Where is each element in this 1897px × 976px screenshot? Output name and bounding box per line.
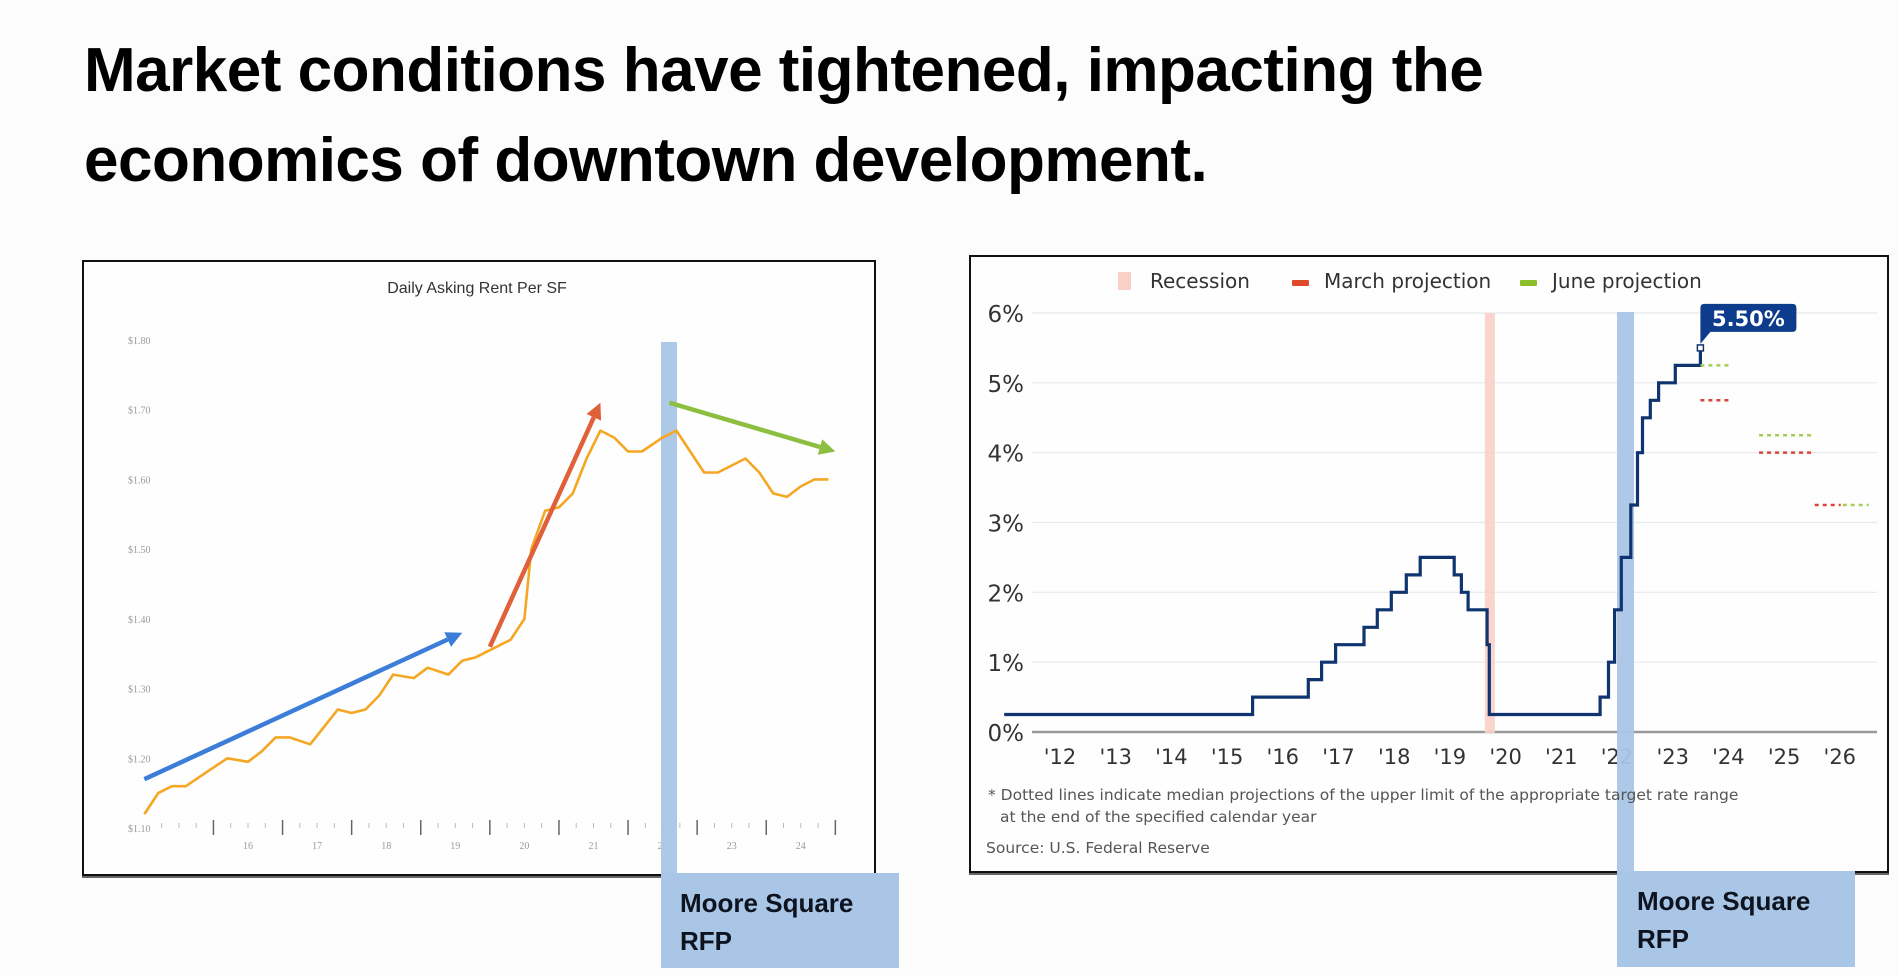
slide-title: Market conditions have tightened, impact… [84,26,1844,206]
rent-y-tick-label: $1.30 [128,685,151,696]
current-rate-callout: 5.50% [1700,303,1797,344]
current-rate-label: 5.50% [1712,307,1785,331]
trend-arrow-head-icon [444,632,463,647]
fed-x-tick-label: '15 [1211,745,1244,769]
rent-y-tick-label: $1.10 [128,824,151,835]
fed-x-tick-label: '14 [1155,745,1188,769]
legend-projection-swatch [1292,280,1309,286]
moore-square-label-left-line-1: Moore Square [680,888,854,918]
trend-arrow-shaft [487,416,596,648]
moore-square-callout-left [661,873,899,968]
legend-recession-swatch [1118,272,1131,290]
fed-chart-source: Source: U.S. Federal Reserve [986,839,1210,857]
fed-y-tick-label: 4% [988,442,1025,468]
legend-label: Recession [1150,269,1250,293]
fed-x-tick-label: '23 [1656,745,1689,769]
moore-square-band-left [661,342,677,873]
trend-arrow-head-icon [586,402,602,421]
fed-rate-end-marker [1696,344,1705,352]
slide-title-line-2: economics of downtown development. [84,126,1208,195]
rent-x-tick-label: 24 [796,841,806,852]
moore-square-label-left-line-2: RFP [680,926,732,956]
fed-x-tick-label: '21 [1545,745,1578,769]
fed-x-tick-label: '17 [1322,745,1355,769]
fed-y-tick-label: 3% [988,512,1025,538]
moore-square-callout-right [1617,871,1855,967]
fed-x-tick-label: '18 [1378,745,1411,769]
recession-band [1484,313,1495,733]
fed-y-tick-label: 1% [988,651,1025,677]
rent-x-tick-label: 21 [589,841,599,852]
rent-y-tick-label: $1.80 [128,336,151,347]
rent-chart-title: Daily Asking Rent Per SF [387,280,567,297]
rent-chart: Daily Asking Rent Per SF $1.80 $1.70 $1.60 $… [128,280,837,873]
rent-x-tick-label: 16 [243,841,253,852]
legend-projection-swatch [1520,280,1537,286]
rent-x-tick-label: 19 [450,841,460,852]
moore-square-label-right-line-1: Moore Square [1637,886,1811,916]
fed-x-tick-label: '16 [1267,745,1300,769]
moore-square-label-right: Moore Square RFP [1637,882,1810,958]
fed-y-tick-label: 2% [988,581,1025,607]
rent-y-tick-label: $1.20 [128,754,151,765]
rent-x-tick-label: 20 [519,841,529,852]
fed-y-tick-label: 6% [988,302,1025,328]
rent-y-tick-label: $1.40 [128,615,151,626]
trend-arrow-shaft [143,637,449,782]
legend-label: March projection [1324,269,1491,293]
fed-x-tick-label: '26 [1824,745,1857,769]
rent-y-tick-label: $1.60 [128,475,151,486]
fed-x-tick-label: '20 [1489,745,1522,769]
rent-x-tick-label: 18 [381,841,391,852]
rent-y-tick-label: $1.70 [128,406,151,417]
slide-title-line-1: Market conditions have tightened, impact… [84,36,1484,105]
moore-square-label-left: Moore Square RFP [680,884,853,960]
fed-x-tick-label: '25 [1768,745,1801,769]
legend-label: June projection [1550,269,1702,293]
rent-chart-panel [82,260,876,876]
fed-y-tick-label: 5% [988,372,1025,398]
fed-rate-step-line [1004,347,1702,717]
fed-chart-footnote-line-1: * Dotted lines indicate median projectio… [988,786,1738,804]
fed-x-tick-label: '24 [1712,745,1745,769]
rent-series-line [143,429,829,815]
moore-square-band-right [1617,312,1634,871]
fed-rate-chart-panel [969,255,1889,873]
fed-rate-chart: Recession March projection June projection… [986,269,1877,871]
fed-y-tick-label: 0% [988,721,1025,747]
rent-x-tick-label: 17 [312,841,322,852]
fed-x-tick-label: '13 [1099,745,1132,769]
rent-x-tick-label: 23 [727,841,737,852]
trend-arrow-shaft [668,400,821,450]
rent-y-tick-label: $1.50 [128,545,151,556]
fed-chart-footnote-line-2: at the end of the specified calendar yea… [1000,808,1317,826]
moore-square-label-right-line-2: RFP [1637,924,1689,954]
fed-x-tick-label: '19 [1434,745,1467,769]
trend-arrow-head-icon [817,439,836,455]
fed-x-tick-label: '12 [1044,745,1077,769]
current-rate-callout-box [1700,303,1797,344]
